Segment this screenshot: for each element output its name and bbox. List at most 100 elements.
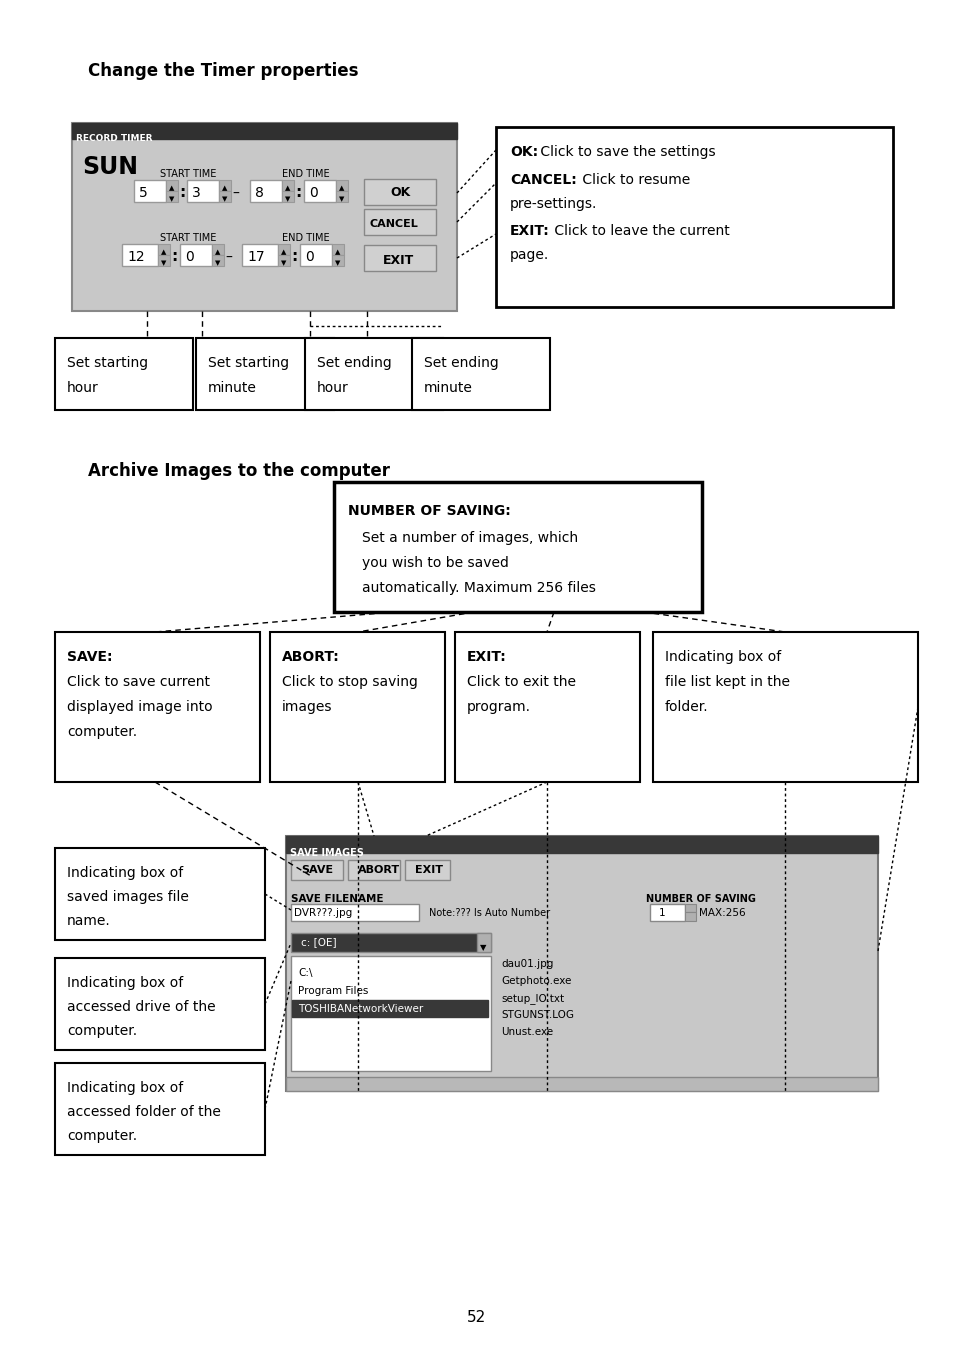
Text: SAVE IMAGES: SAVE IMAGES	[290, 848, 363, 858]
Text: STGUNST.LOG: STGUNST.LOG	[500, 1011, 574, 1020]
Text: ▲: ▲	[222, 185, 227, 190]
Text: you wish to be saved: you wish to be saved	[361, 557, 508, 570]
Text: ▲: ▲	[161, 249, 166, 255]
Text: EXIT:: EXIT:	[510, 224, 549, 238]
Bar	[55, 632, 260, 782]
Text: :: :	[179, 185, 185, 200]
Text: 0: 0	[309, 186, 317, 200]
Text: START TIME: START TIME	[160, 232, 216, 243]
Bar	[291, 904, 418, 921]
Text: ▼: ▼	[169, 196, 174, 203]
Bar	[71, 123, 456, 139]
Bar	[332, 245, 344, 255]
Text: Unust.exe: Unust.exe	[500, 1027, 553, 1038]
Bar	[219, 190, 231, 203]
Text: 0: 0	[305, 250, 314, 263]
Text: Program Files: Program Files	[297, 986, 368, 996]
Text: Indicating box of: Indicating box of	[67, 1081, 183, 1096]
Text: ▲: ▲	[281, 249, 286, 255]
Text: c: [OE]: c: [OE]	[301, 938, 336, 947]
Text: CANCEL: CANCEL	[370, 219, 418, 230]
Bar	[335, 180, 348, 190]
Text: OK: OK	[390, 186, 410, 199]
Text: :: :	[171, 249, 177, 263]
Text: hour: hour	[67, 381, 99, 394]
Text: minute: minute	[208, 381, 256, 394]
Text: Note:??? Is Auto Number: Note:??? Is Auto Number	[429, 908, 550, 917]
Bar	[348, 861, 399, 880]
Bar	[55, 848, 265, 940]
Bar	[286, 836, 877, 852]
Text: RECORD TIMER: RECORD TIMER	[76, 134, 152, 143]
Text: 5: 5	[139, 186, 148, 200]
Text: Set starting: Set starting	[67, 357, 148, 370]
Text: minute: minute	[423, 381, 473, 394]
Text: TOSHIBANetworkViewer: TOSHIBANetworkViewer	[297, 1004, 423, 1015]
Bar	[250, 180, 282, 203]
Bar	[405, 861, 450, 880]
Bar	[334, 482, 701, 612]
Bar	[158, 255, 170, 266]
Bar	[286, 836, 877, 1092]
Text: computer.: computer.	[67, 1024, 137, 1038]
Text: Set a number of images, which: Set a number of images, which	[361, 531, 578, 544]
Bar	[291, 861, 343, 880]
Text: SAVE: SAVE	[301, 865, 333, 875]
Bar	[304, 180, 335, 203]
Text: EXIT:: EXIT:	[467, 650, 506, 663]
Text: ▲: ▲	[214, 249, 220, 255]
Bar	[282, 190, 294, 203]
Bar	[291, 934, 491, 952]
Text: :: :	[294, 185, 301, 200]
Text: hour: hour	[316, 381, 349, 394]
Bar	[292, 1000, 488, 1017]
Text: Indicating box of: Indicating box of	[67, 975, 183, 990]
Text: accessed drive of the: accessed drive of the	[67, 1000, 215, 1015]
Bar	[158, 245, 170, 255]
Text: Indicating box of: Indicating box of	[664, 650, 781, 663]
Bar	[455, 632, 639, 782]
Text: 52: 52	[467, 1310, 486, 1325]
Text: Click to exit the: Click to exit the	[467, 676, 576, 689]
Text: ▼: ▼	[285, 196, 290, 203]
Bar	[55, 1063, 265, 1155]
Bar	[364, 178, 436, 205]
Text: Set ending: Set ending	[316, 357, 392, 370]
Text: MAX:256: MAX:256	[699, 908, 745, 917]
Bar	[684, 912, 696, 921]
Bar	[282, 180, 294, 190]
Text: ▼: ▼	[338, 196, 344, 203]
Bar	[71, 123, 456, 311]
Bar	[332, 255, 344, 266]
Bar	[299, 245, 332, 266]
Text: ▼: ▼	[281, 259, 286, 266]
Bar	[195, 338, 334, 409]
Bar	[364, 245, 436, 272]
Text: pre-settings.: pre-settings.	[510, 197, 597, 211]
Bar	[305, 338, 442, 409]
Text: DVR???.jpg: DVR???.jpg	[294, 908, 352, 917]
Text: 12: 12	[127, 250, 145, 263]
Text: NUMBER OF SAVING:: NUMBER OF SAVING:	[348, 504, 510, 517]
Bar	[684, 904, 696, 912]
Text: 1: 1	[659, 908, 665, 917]
Bar	[166, 190, 178, 203]
Bar	[166, 180, 178, 190]
Text: ▼: ▼	[335, 259, 340, 266]
Text: setup_IO.txt: setup_IO.txt	[500, 993, 563, 1004]
Text: SUN: SUN	[82, 155, 138, 178]
Bar	[277, 245, 290, 255]
Text: ▼: ▼	[214, 259, 220, 266]
Text: EXIT: EXIT	[415, 865, 442, 875]
Text: SAVE FILENAME: SAVE FILENAME	[291, 894, 383, 904]
Text: ▼: ▼	[479, 943, 486, 952]
Bar	[412, 338, 550, 409]
Text: Click to stop saving: Click to stop saving	[282, 676, 417, 689]
Text: ▲: ▲	[285, 185, 290, 190]
Text: CANCEL:: CANCEL:	[510, 173, 577, 186]
Text: Change the Timer properties: Change the Timer properties	[88, 62, 358, 80]
Text: END TIME: END TIME	[282, 169, 330, 178]
Text: folder.: folder.	[664, 700, 708, 713]
Text: program.: program.	[467, 700, 531, 713]
Bar	[286, 1077, 877, 1092]
